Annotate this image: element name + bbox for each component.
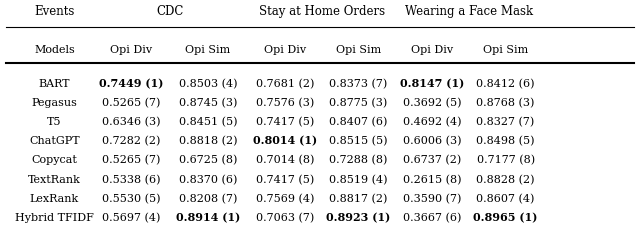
Text: 0.5338 (6): 0.5338 (6) [102, 174, 161, 184]
Text: Wearing a Face Mask: Wearing a Face Mask [404, 5, 533, 18]
Text: 0.7576 (3): 0.7576 (3) [255, 97, 314, 108]
Text: 0.8373 (7): 0.8373 (7) [329, 78, 388, 88]
Text: Opi Div: Opi Div [264, 45, 306, 54]
Text: 0.5265 (7): 0.5265 (7) [102, 97, 161, 108]
Text: 0.8828 (2): 0.8828 (2) [476, 174, 535, 184]
Text: 0.8914 (1): 0.8914 (1) [176, 212, 240, 223]
Text: 0.8923 (1): 0.8923 (1) [326, 212, 390, 223]
Text: Opi Div: Opi Div [411, 45, 453, 54]
Text: 0.6346 (3): 0.6346 (3) [102, 116, 161, 127]
Text: 0.8208 (7): 0.8208 (7) [179, 193, 237, 203]
Text: 0.8412 (6): 0.8412 (6) [476, 78, 535, 88]
Text: ChatGPT: ChatGPT [29, 136, 80, 146]
Text: 0.8818 (2): 0.8818 (2) [179, 135, 237, 146]
Text: 0.6725 (8): 0.6725 (8) [179, 155, 237, 165]
Text: 0.6737 (2): 0.6737 (2) [403, 155, 461, 165]
Text: Models: Models [34, 45, 75, 54]
Text: Copycat: Copycat [31, 155, 77, 165]
Text: 0.8147 (1): 0.8147 (1) [400, 78, 464, 89]
Text: 0.5265 (7): 0.5265 (7) [102, 155, 161, 165]
Text: BART: BART [38, 78, 70, 88]
Text: Events: Events [34, 5, 75, 18]
Text: 0.8515 (5): 0.8515 (5) [329, 135, 388, 146]
Text: 0.8519 (4): 0.8519 (4) [329, 174, 388, 184]
Text: Opi Sim: Opi Sim [336, 45, 381, 54]
Text: 0.6006 (3): 0.6006 (3) [403, 135, 461, 146]
Text: 0.8965 (1): 0.8965 (1) [474, 212, 538, 223]
Text: 0.7288 (8): 0.7288 (8) [329, 155, 388, 165]
Text: 0.5697 (4): 0.5697 (4) [102, 212, 161, 222]
Text: 0.7681 (2): 0.7681 (2) [255, 78, 314, 88]
Text: 0.8014 (1): 0.8014 (1) [253, 135, 317, 146]
Text: 0.8407 (6): 0.8407 (6) [329, 116, 388, 127]
Text: 0.3590 (7): 0.3590 (7) [403, 193, 461, 203]
Text: Opi Sim: Opi Sim [483, 45, 528, 54]
Text: 0.4692 (4): 0.4692 (4) [403, 116, 461, 127]
Text: 0.2615 (8): 0.2615 (8) [403, 174, 461, 184]
Text: 0.8498 (5): 0.8498 (5) [476, 135, 535, 146]
Text: 0.3667 (6): 0.3667 (6) [403, 212, 461, 222]
Text: TextRank: TextRank [28, 174, 81, 184]
Text: 0.8503 (4): 0.8503 (4) [179, 78, 237, 88]
Text: 0.7063 (7): 0.7063 (7) [255, 212, 314, 222]
Text: CDC: CDC [156, 5, 183, 18]
Text: Opi Div: Opi Div [110, 45, 152, 54]
Text: 0.8817 (2): 0.8817 (2) [329, 193, 388, 203]
Text: 0.3692 (5): 0.3692 (5) [403, 97, 461, 108]
Text: 0.5530 (5): 0.5530 (5) [102, 193, 161, 203]
Text: 0.7417 (5): 0.7417 (5) [255, 116, 314, 127]
Text: Hybrid TFIDF: Hybrid TFIDF [15, 212, 94, 222]
Text: 0.8745 (3): 0.8745 (3) [179, 97, 237, 108]
Text: 0.7282 (2): 0.7282 (2) [102, 135, 161, 146]
Text: 0.7569 (4): 0.7569 (4) [255, 193, 314, 203]
Text: 0.8775 (3): 0.8775 (3) [329, 97, 388, 108]
Text: 0.7417 (5): 0.7417 (5) [255, 174, 314, 184]
Text: Stay at Home Orders: Stay at Home Orders [259, 5, 385, 18]
Text: 0.7177 (8): 0.7177 (8) [477, 155, 534, 165]
Text: 0.8451 (5): 0.8451 (5) [179, 116, 237, 127]
Text: Opi Sim: Opi Sim [186, 45, 230, 54]
Text: LexRank: LexRank [30, 193, 79, 203]
Text: 0.7014 (8): 0.7014 (8) [255, 155, 314, 165]
Text: 0.7449 (1): 0.7449 (1) [99, 78, 163, 89]
Text: 0.8370 (6): 0.8370 (6) [179, 174, 237, 184]
Text: Pegasus: Pegasus [31, 97, 77, 107]
Text: T5: T5 [47, 117, 61, 126]
Text: 0.8327 (7): 0.8327 (7) [476, 116, 535, 127]
Text: 0.8768 (3): 0.8768 (3) [476, 97, 535, 108]
Text: 0.8607 (4): 0.8607 (4) [476, 193, 535, 203]
